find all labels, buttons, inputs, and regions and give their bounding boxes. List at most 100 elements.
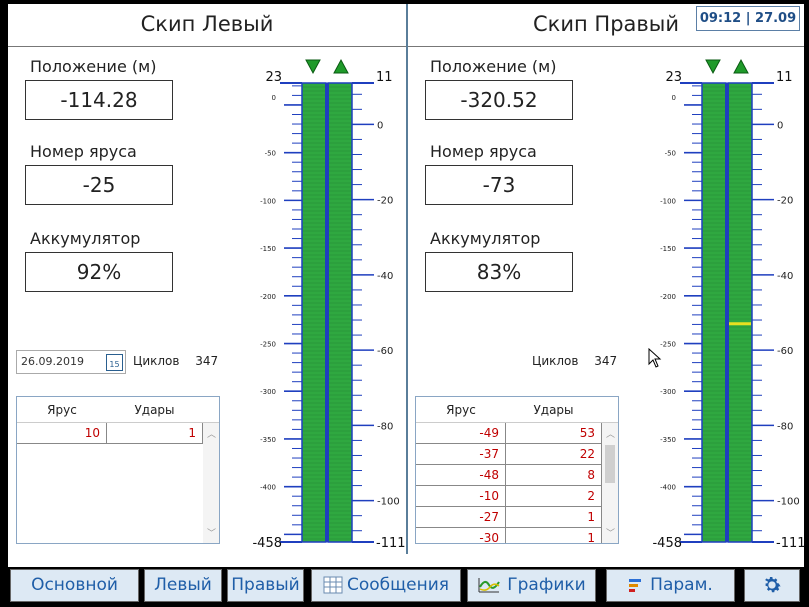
table-row[interactable]: -48 8	[416, 465, 602, 486]
left-tick-label: -150	[660, 245, 676, 253]
left-tick-label: -300	[260, 388, 276, 396]
scroll-up-icon[interactable]: ︿	[207, 430, 217, 440]
pane-divider	[406, 4, 408, 554]
left-header-line	[8, 46, 406, 47]
right-cycles-value: 347	[594, 354, 618, 368]
left-tick-label: -350	[660, 436, 676, 444]
cell-hits: 22	[506, 444, 602, 465]
left-battery-value: 92%	[25, 252, 173, 292]
right-bottom-label: -111	[376, 536, 406, 551]
right-gauge: 23-45811-1110-50-100-150-200-250-300-350…	[652, 58, 806, 551]
nav-messages-button[interactable]: Сообщения	[311, 569, 461, 602]
left-tick-label: -50	[665, 150, 676, 158]
left-tick-label: -400	[260, 484, 276, 492]
cell-tier: -30	[416, 528, 506, 543]
left-battery-label: Аккумулятор	[30, 229, 141, 248]
scroll-down-icon[interactable]: ﹀	[606, 529, 616, 539]
left-tier-value: -25	[25, 165, 173, 205]
cell-hits: 2	[506, 486, 602, 507]
scroll-thumb[interactable]	[605, 445, 615, 483]
left-position-label: Положение (м)	[30, 57, 157, 76]
scroll-down-icon[interactable]: ﹀	[207, 529, 217, 539]
col-header-hits: Удары	[134, 403, 175, 417]
right-tick-label: 0	[377, 120, 383, 131]
cell-tier: 10	[17, 423, 107, 444]
right-battery-value: 83%	[425, 252, 573, 292]
right-tier-label: Номер яруса	[430, 142, 537, 161]
right-tick-label: -60	[377, 346, 393, 357]
left-bottom-label: -458	[252, 536, 282, 551]
right-tick-label: -100	[777, 497, 800, 508]
right-tick-label: -80	[777, 421, 793, 432]
table-row[interactable]: -10 2	[416, 486, 602, 507]
left-tick-label: -50	[265, 150, 276, 158]
table-row[interactable]: 10 1	[17, 423, 203, 444]
calendar-icon[interactable]: 15	[106, 354, 123, 371]
right-top-label: 11	[376, 70, 393, 85]
right-tick-label: -20	[377, 196, 393, 207]
nav-right-button[interactable]: Правый	[227, 569, 304, 602]
left-bottom-label: -458	[652, 536, 682, 551]
left-tier-table[interactable]: Ярус Удары ︿ ﹀ 10 1	[16, 396, 220, 544]
nav-params-button[interactable]: Парам.	[606, 569, 735, 602]
right-header-line	[408, 46, 804, 47]
left-tier-label: Номер яруса	[30, 142, 137, 161]
up-arrow-icon	[333, 58, 349, 74]
left-scale-bar	[701, 82, 727, 543]
cell-hits: 1	[107, 423, 203, 444]
scroll-up-icon[interactable]: ︿	[606, 430, 616, 440]
date-picker[interactable]: 26.09.2019 15	[16, 350, 126, 374]
left-tick-label: -200	[660, 293, 676, 301]
right-tick-label: 0	[777, 120, 783, 131]
nav-main-button[interactable]: Основной	[10, 569, 139, 602]
nav-params-label: Парам.	[650, 575, 713, 595]
left-tick-label: -250	[660, 341, 676, 349]
table-header: Ярус Удары	[17, 397, 219, 423]
col-header-tier: Ярус	[47, 403, 77, 417]
down-arrow-icon	[305, 59, 321, 75]
right-battery-label: Аккумулятор	[430, 229, 541, 248]
table-row[interactable]: -49 53	[416, 423, 602, 444]
right-tier-table[interactable]: Ярус Удары ︿ ﹀ -49 53 -37 22 -48 8 -10 2 -27 1 -30…	[415, 396, 619, 544]
cell-hits: 1	[506, 507, 602, 528]
table-row[interactable]: -30 1	[416, 528, 602, 543]
clock-display: 09:12 | 27.09	[696, 6, 800, 31]
left-position-value: -114.28	[25, 80, 173, 120]
left-cycles: Циклов 347	[133, 354, 218, 368]
nav-charts-label: Графики	[507, 575, 586, 595]
left-top-label: 23	[265, 70, 282, 85]
left-cycles-value: 347	[195, 354, 219, 368]
cell-hits: 8	[506, 465, 602, 486]
gear-icon	[765, 577, 781, 593]
right-tick-label: -100	[377, 497, 400, 508]
mouse-cursor-icon	[648, 348, 662, 368]
left-tick-label: -100	[660, 197, 676, 205]
right-tick-label: -60	[777, 346, 793, 357]
table-row[interactable]: -37 22	[416, 444, 602, 465]
left-pane-title: Скип Левый	[140, 12, 274, 36]
cell-tier: -49	[416, 423, 506, 444]
settings-button[interactable]	[744, 569, 800, 602]
right-pane-title: Скип Правый	[533, 12, 679, 36]
right-tick-label: -40	[377, 271, 393, 282]
left-table-scrollbar[interactable]: ︿ ﹀	[203, 423, 219, 543]
table-header: Ярус Удары	[416, 397, 618, 423]
col-header-tier: Ярус	[446, 403, 476, 417]
left-gauge: 23-45811-1110-50-100-150-200-250-300-350…	[252, 58, 406, 551]
nav-left-button[interactable]: Левый	[144, 569, 222, 602]
right-tier-value: -73	[425, 165, 573, 205]
left-scale-bar	[301, 82, 327, 543]
right-cycles: Циклов 347	[532, 354, 617, 368]
table-row[interactable]: -27 1	[416, 507, 602, 528]
chart-icon	[478, 578, 501, 593]
right-position-label: Положение (м)	[430, 57, 557, 76]
right-table-scrollbar[interactable]: ︿ ﹀	[602, 423, 618, 543]
nav-charts-button[interactable]: Графики	[467, 569, 596, 602]
date-value: 26.09.2019	[21, 355, 84, 368]
col-header-hits: Удары	[533, 403, 574, 417]
right-scale-bar	[327, 82, 353, 543]
left-tick-label: 0	[272, 94, 276, 102]
right-position-value: -320.52	[425, 80, 573, 120]
left-tick-label: -150	[260, 245, 276, 253]
cell-hits: 53	[506, 423, 602, 444]
